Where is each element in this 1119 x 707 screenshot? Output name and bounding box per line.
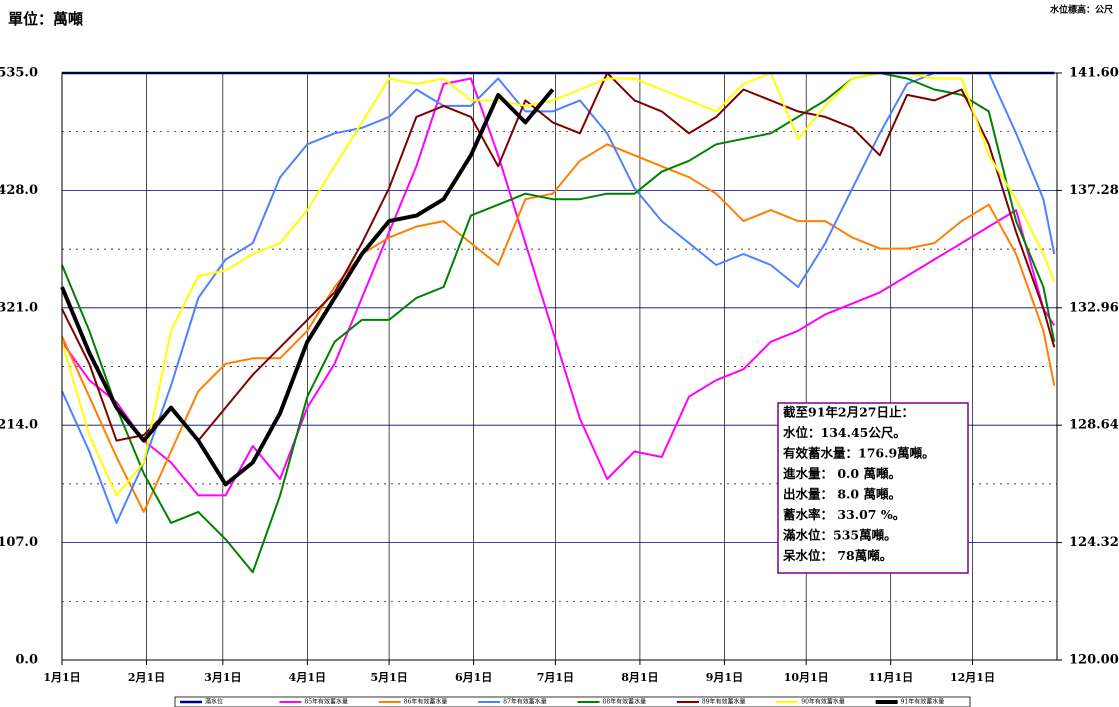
- legend-label: 90年有效蓄水量: [801, 698, 845, 706]
- x-tick-label: 8月1日: [621, 671, 658, 684]
- y2-axis-label: 水位標高：公尺: [1050, 4, 1113, 16]
- legend-label: 85年有效蓄水量: [304, 698, 348, 706]
- legend-label: 88年有效蓄水量: [603, 698, 647, 706]
- series-line: [60, 88, 555, 487]
- y-tick-label: 321.0: [0, 300, 38, 315]
- x-tick-label: 2月1日: [128, 671, 165, 684]
- y-tick-label: 107.0: [0, 535, 38, 550]
- annotation-line: 出水量： 8.0 萬噸。: [783, 487, 901, 502]
- x-tick-label: 11月1日: [868, 671, 913, 684]
- x-tick-label: 4月1日: [289, 671, 326, 684]
- y2-tick-label: 128.64: [1069, 418, 1119, 433]
- y2-tick-label: 120.00: [1069, 653, 1119, 668]
- y-tick-label: 0.0: [15, 653, 38, 668]
- annotation-line: 滿水位：535萬噸。: [783, 528, 897, 543]
- annotation-box: [777, 402, 969, 574]
- series-line: [61, 143, 1056, 513]
- x-tick-label: 3月1日: [204, 671, 241, 684]
- y2-tick-label: 141.60: [1069, 66, 1119, 81]
- series-line: [61, 77, 1056, 497]
- series-line: [61, 72, 1056, 574]
- x-tick-label: 6月1日: [455, 671, 492, 684]
- y2-tick-label: 132.96: [1069, 300, 1119, 315]
- annotation-line: 進水量： 0.0 萬噸。: [783, 466, 901, 481]
- legend-box: [174, 696, 971, 707]
- annotation-line: 蓄水率： 33.07 %。: [783, 507, 905, 522]
- annotation-line: 呆水位： 78萬噸。: [782, 548, 892, 563]
- legend-label: 86年有效蓄水量: [404, 698, 448, 706]
- legend-label: 滿水位: [205, 698, 223, 706]
- y2-tick-label: 124.32: [1069, 535, 1119, 550]
- x-tick-label: 1月1日: [43, 671, 80, 684]
- plot-frame: [61, 72, 1058, 661]
- legend-label: 89年有效蓄水量: [702, 698, 746, 706]
- x-tick-label: 12月1日: [950, 671, 995, 684]
- annotation-line: 有效蓄水量：176.9萬噸。: [783, 446, 935, 461]
- legend-label: 87年有效蓄水量: [503, 698, 547, 706]
- y2-tick-label: 137.28: [1069, 183, 1119, 198]
- y-tick-label: 428.0: [0, 183, 38, 198]
- y-tick-label: 214.0: [0, 418, 38, 433]
- series-line: [61, 72, 1056, 442]
- chart-title: 單位：萬噸: [8, 10, 83, 28]
- legend-label: 91年有效蓄水量: [901, 698, 945, 706]
- x-tick-label: 5月1日: [370, 671, 407, 684]
- annotation-line: 截至91年2月27日止：: [783, 405, 914, 420]
- x-tick-label: 7月1日: [537, 671, 574, 684]
- y-tick-label: 535.0: [0, 66, 38, 81]
- x-tick-label: 9月1日: [706, 671, 743, 684]
- x-tick-label: 10月1日: [784, 671, 829, 684]
- series-line: [61, 72, 1056, 524]
- annotation-line: 水位：134.45公尺。: [783, 425, 906, 440]
